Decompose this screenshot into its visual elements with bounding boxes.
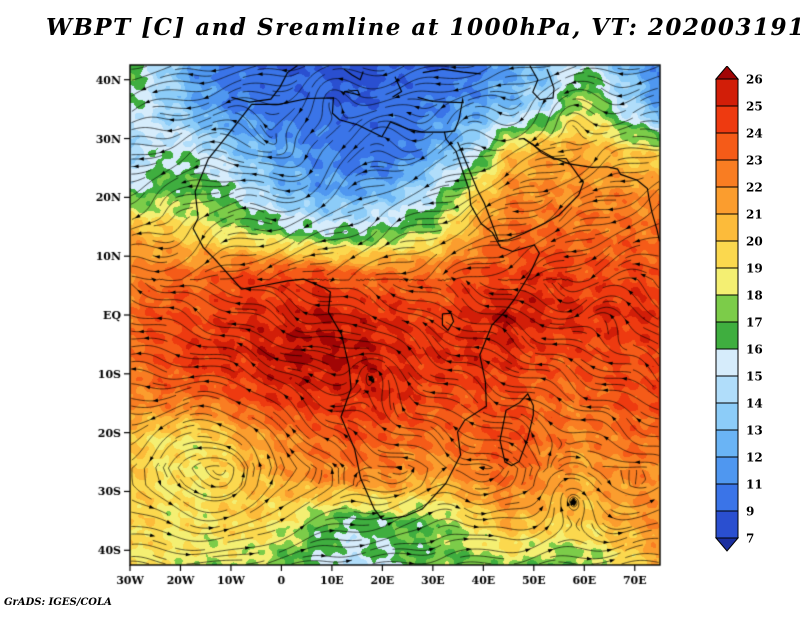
colorbar-label: 14 [746,397,763,411]
colorbar-segment [715,132,739,161]
colorbar-arrow-up [714,65,740,80]
colorbar-label: 17 [746,316,763,330]
colorbar-segment [715,510,739,539]
colorbar-segment [715,159,739,188]
colorbar-label: 19 [746,262,763,276]
colorbar-segment [715,186,739,215]
colorbar-label: 9 [746,505,754,519]
colorbar-segment [715,483,739,512]
colorbar-label: 21 [746,208,763,222]
colorbar-label: 22 [746,181,763,195]
colorbar-segment [715,429,739,458]
colorbar-segment [715,294,739,323]
colorbar-label: 23 [746,154,763,168]
colorbar-segment [715,78,739,107]
colorbar-label: 15 [746,370,763,384]
colorbar-label: 18 [746,289,763,303]
colorbar-arrow-down [714,537,740,552]
colorbar-segment [715,456,739,485]
colorbar-segment [715,240,739,269]
colorbar-label: 25 [746,100,763,114]
colorbar-segment [715,213,739,242]
colorbar-label: 13 [746,424,763,438]
colorbar-label: 16 [746,343,763,357]
colorbar: 26 25 24 23 22 21 20 19 18 17 16 15 14 13 12 11 9 7 [710,65,800,566]
colorbar-label: 20 [746,235,763,249]
colorbar-segment [715,375,739,404]
colorbar-segment [715,348,739,377]
colorbar-label: 11 [746,478,763,492]
colorbar-svg: 26 25 24 23 22 21 20 19 18 17 16 15 14 13 12 11 9 7 [714,65,763,552]
colorbar-segment [715,105,739,134]
colorbar-segment [715,402,739,431]
colorbar-label: 26 [746,73,763,87]
colorbar-label: 12 [746,451,763,465]
colorbar-label: 24 [746,127,763,141]
credit-text: GrADS: IGES/COLA [4,597,112,608]
colorbar-segment [715,321,739,350]
chart-title: WBPT [C] and Sreamline at 1000hPa, VT: 2… [46,14,800,41]
colorbar-segment [715,267,739,296]
colorbar-label: 7 [746,532,754,546]
